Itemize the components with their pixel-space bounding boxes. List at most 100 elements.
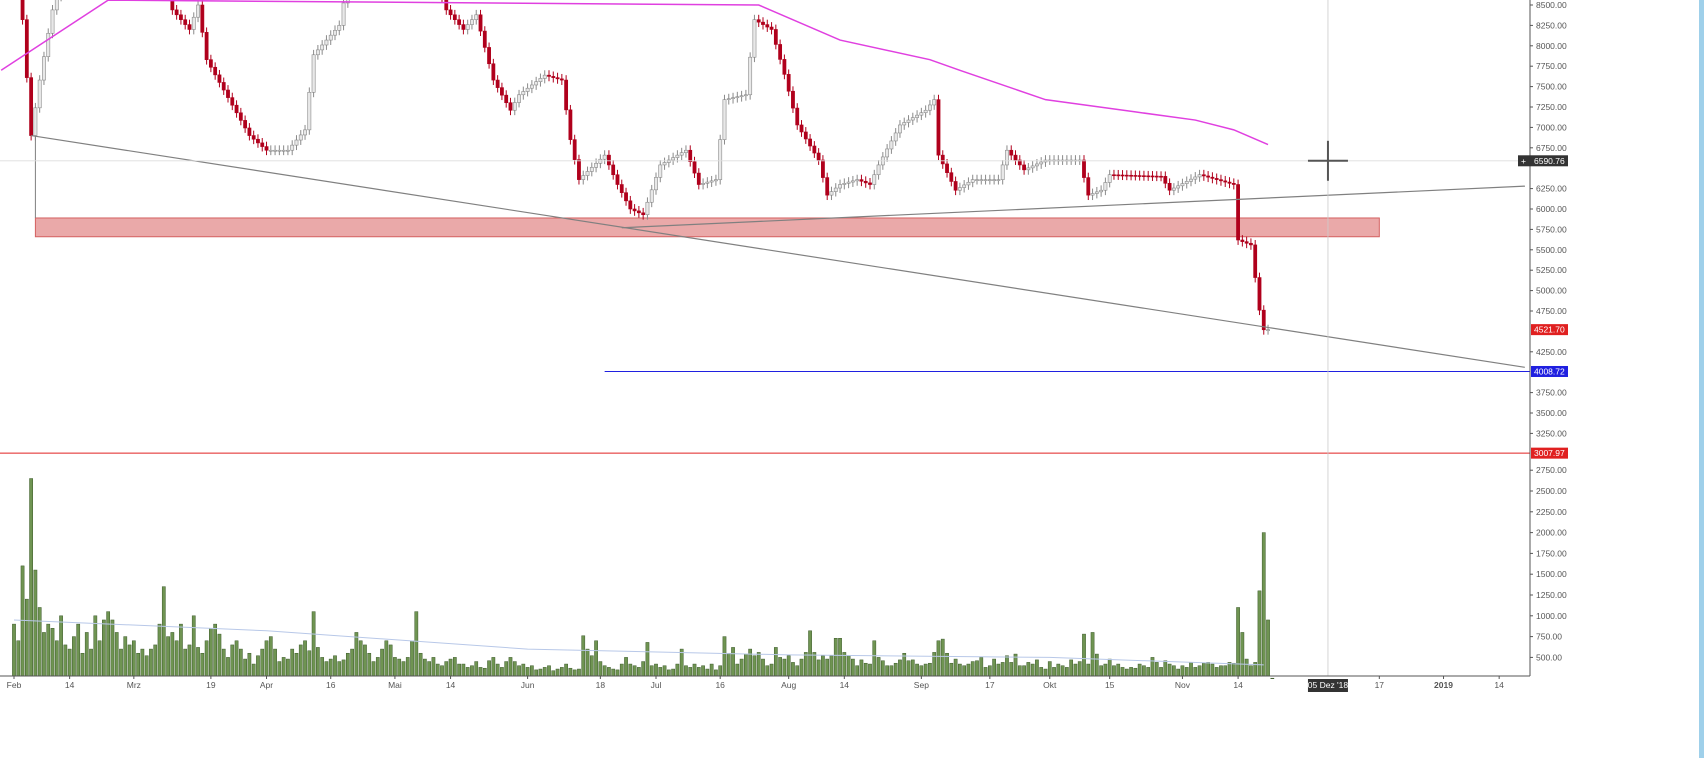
- candle-down: [29, 77, 34, 136]
- volume-bar: [906, 660, 911, 677]
- volume-bar: [448, 658, 453, 677]
- candle-up: [46, 32, 51, 57]
- price-tick-label: 5750.00: [1536, 224, 1567, 234]
- volume-bar: [482, 667, 487, 677]
- candle-down: [508, 102, 513, 111]
- moving-average-line: [0, 0, 1269, 146]
- volume-bar: [84, 632, 89, 677]
- candle-down: [1240, 239, 1245, 242]
- volume-tick-label: 1750.00: [1536, 548, 1567, 558]
- candle-up: [902, 122, 907, 126]
- volume-bar: [949, 662, 954, 677]
- volume-bar: [538, 668, 543, 677]
- candle-down: [247, 127, 252, 136]
- volume-bar: [290, 648, 295, 677]
- volume-bar: [37, 607, 42, 677]
- volume-bar: [200, 652, 205, 677]
- candle-down: [452, 14, 457, 20]
- volume-bar: [679, 648, 684, 677]
- candle-up: [850, 180, 855, 183]
- candle-down: [555, 77, 560, 80]
- volume-bar: [418, 652, 423, 677]
- candle-up: [54, 0, 59, 11]
- candle-down: [264, 146, 269, 151]
- price-axis-background: [1530, 0, 1704, 758]
- time-tick-label: 15: [1105, 680, 1115, 690]
- candle-up: [966, 181, 971, 186]
- volume-bar: [16, 640, 21, 677]
- candle-down: [619, 184, 624, 193]
- volume-bar: [953, 658, 958, 677]
- candle-down: [816, 152, 821, 161]
- time-tick-label: Aug: [781, 680, 796, 690]
- time-tick-label: 14: [65, 680, 75, 690]
- candle-up: [1193, 176, 1198, 180]
- volume-bar: [24, 598, 29, 677]
- candle-up: [876, 164, 881, 176]
- volume-bar: [217, 633, 222, 677]
- volume-bar: [581, 635, 586, 677]
- candle-up: [474, 14, 479, 20]
- candle-down: [179, 14, 183, 20]
- candle-down: [1013, 154, 1018, 161]
- candle-down: [1231, 182, 1236, 185]
- volume-tick-label: 2250.00: [1536, 507, 1567, 517]
- volume-bar: [380, 648, 384, 677]
- candle-down: [688, 149, 693, 162]
- volume-bar: [585, 648, 590, 677]
- volume-bar: [966, 663, 971, 677]
- volume-bar: [624, 657, 628, 677]
- candle-up: [898, 124, 902, 134]
- volume-bar: [1163, 660, 1168, 677]
- candle-up: [675, 154, 680, 158]
- volume-bar: [910, 659, 915, 677]
- candle-down: [1017, 159, 1022, 166]
- volume-bar: [29, 478, 33, 677]
- volume-bar: [940, 638, 945, 677]
- candle-up: [906, 119, 911, 123]
- candle-up: [512, 102, 517, 111]
- candle-up: [654, 177, 658, 191]
- volume-bar: [1005, 655, 1009, 677]
- scrollbar[interactable]: [1699, 0, 1704, 758]
- volume-bar: [76, 623, 81, 677]
- volume-bar: [872, 640, 877, 677]
- time-tick-label: 16: [715, 680, 725, 690]
- volume-bar: [1210, 663, 1215, 677]
- volume-bar: [594, 640, 598, 677]
- volume-bar: [936, 640, 941, 677]
- volume-bar: [765, 665, 770, 677]
- time-tick-label: 14: [1233, 680, 1243, 690]
- candle-down: [495, 79, 500, 88]
- candle-up: [987, 179, 992, 181]
- volume-bar: [1137, 663, 1142, 677]
- candle-down: [444, 0, 449, 11]
- volume-bar: [773, 647, 778, 677]
- candle-down: [256, 138, 260, 144]
- volume-bar: [692, 663, 697, 677]
- red-level-tag: 3007.97: [1534, 448, 1565, 458]
- candle-up: [1266, 329, 1270, 331]
- candle-up: [893, 132, 898, 142]
- volume-bar: [1047, 661, 1052, 677]
- volume-bar: [915, 663, 919, 677]
- candle-up: [996, 179, 1001, 181]
- candle-up: [855, 179, 860, 182]
- candle-down: [1253, 244, 1258, 278]
- candle-down: [482, 30, 487, 48]
- crosshair-cursor-icon: [1307, 140, 1348, 181]
- volume-bar: [1236, 607, 1240, 677]
- volume-bar: [72, 636, 76, 677]
- candle-up: [594, 163, 598, 168]
- volume-bar: [397, 658, 402, 677]
- candle-down: [863, 180, 868, 184]
- candle-up: [752, 19, 757, 58]
- candle-down: [200, 4, 205, 33]
- volume-bar: [187, 644, 192, 677]
- volume-bar: [748, 648, 753, 677]
- candle-up: [722, 99, 727, 140]
- price-tick-label: 6000.00: [1536, 204, 1567, 214]
- volume-bar: [119, 648, 123, 677]
- candle-up: [679, 152, 684, 156]
